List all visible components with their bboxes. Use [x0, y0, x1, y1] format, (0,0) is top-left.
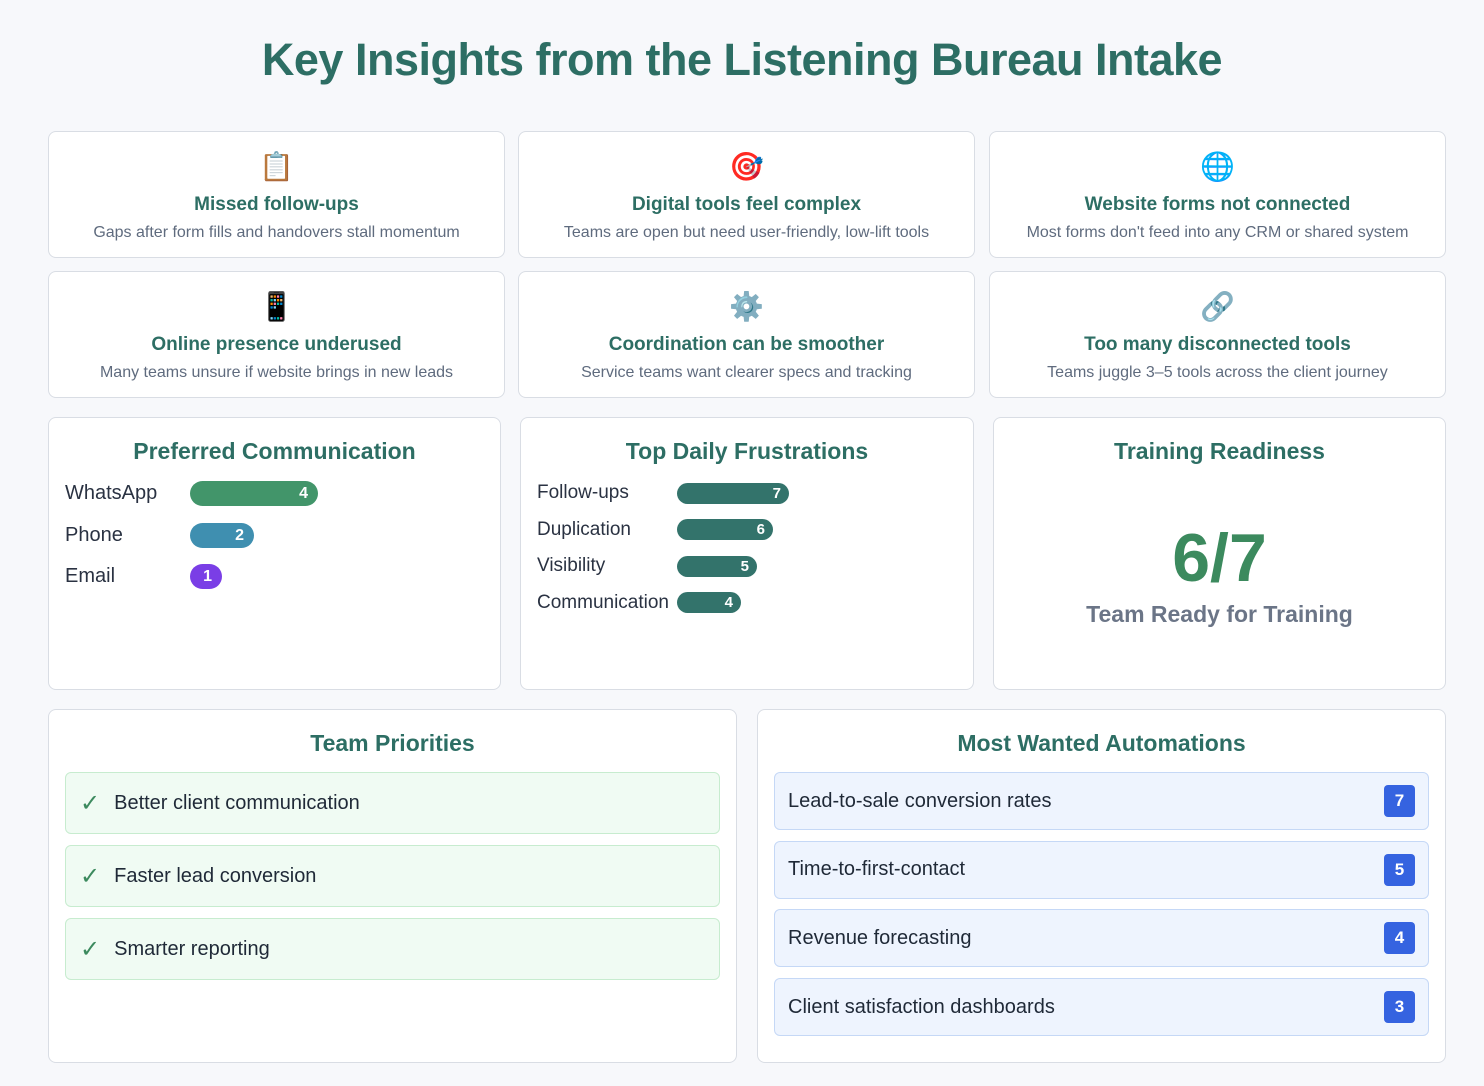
- bar-label: Communication: [537, 591, 669, 613]
- bar-label: WhatsApp: [65, 482, 158, 504]
- insight-text: Teams juggle 3–5 tools across the client…: [1047, 364, 1388, 381]
- priority-item: ✓ Better client communication: [65, 772, 720, 834]
- insight-text: Most forms don't feed into any CRM or sh…: [1026, 224, 1409, 241]
- bar-label: Duplication: [537, 518, 631, 540]
- bar-row: Duplication 6: [537, 519, 773, 541]
- bar-row: Visibility 5: [537, 555, 757, 577]
- count-badge: 5: [1384, 853, 1415, 886]
- insight-title: Digital tools feel complex: [631, 194, 862, 215]
- bar-row: Follow-ups 7: [537, 482, 789, 504]
- insight-card: 🎯 Digital tools feel complex Teams are o…: [518, 131, 975, 258]
- bar: 2: [190, 522, 254, 548]
- insight-title: Too many disconnected tools: [1084, 334, 1351, 355]
- team-priorities-card: Team Priorities ✓ Better client communic…: [48, 709, 737, 1063]
- automation-item: Lead-to-sale conversion rates 7: [774, 772, 1429, 830]
- gear-icon: ⚙️: [729, 291, 764, 322]
- target-icon: 🎯: [729, 151, 764, 182]
- bar-label: Follow-ups: [537, 482, 629, 503]
- insight-title: Missed follow-ups: [194, 194, 359, 215]
- bar-label: Email: [65, 565, 116, 587]
- automation-item: Revenue forecasting 4: [774, 909, 1429, 968]
- card-title: Most Wanted Automations: [957, 730, 1246, 756]
- check-icon: ✓: [80, 935, 101, 963]
- insight-title: Coordination can be smoother: [608, 334, 885, 355]
- bar-row: Email 1: [65, 564, 222, 589]
- globe-icon: 🌐: [1200, 151, 1235, 182]
- automation-label: Time-to-first-contact: [788, 858, 966, 881]
- insight-card: 📱 Online presence underused Many teams u…: [48, 271, 505, 398]
- bar-row: Communication 4: [537, 592, 741, 614]
- preferred-communication-card: Preferred Communication WhatsApp 4 Phone…: [48, 417, 501, 690]
- training-label: Team Ready for Training: [1086, 601, 1353, 627]
- count-badge: 7: [1384, 785, 1415, 817]
- count-badge: 4: [1384, 922, 1415, 955]
- priority-item: ✓ Faster lead conversion: [65, 845, 720, 907]
- link-icon: 🔗: [1200, 291, 1235, 322]
- bar: 5: [677, 555, 757, 577]
- insight-card: ⚙️ Coordination can be smoother Service …: [518, 271, 975, 398]
- automation-label: Revenue forecasting: [788, 926, 972, 949]
- priority-label: Smarter reporting: [114, 937, 270, 960]
- insight-card: 🌐 Website forms not connected Most forms…: [989, 131, 1446, 258]
- insight-title: Website forms not connected: [1084, 194, 1351, 215]
- insight-text: Gaps after form fills and handovers stal…: [93, 224, 460, 241]
- card-title: Top Daily Frustrations: [625, 438, 869, 464]
- automation-item: Client satisfaction dashboards 3: [774, 978, 1429, 1037]
- automation-label: Lead-to-sale conversion rates: [788, 789, 1052, 812]
- check-icon: ✓: [80, 789, 101, 817]
- bar-row: Phone 2: [65, 522, 254, 548]
- automation-item: Time-to-first-contact 5: [774, 840, 1429, 899]
- bar-label: Visibility: [537, 555, 606, 576]
- bar: 1: [190, 564, 222, 589]
- card-title: Training Readiness: [1114, 438, 1325, 464]
- clipboard-icon: 📋: [259, 151, 294, 182]
- frustrations-card: Top Daily Frustrations Follow-ups 7 Dupl…: [520, 417, 974, 690]
- count-badge: 3: [1384, 991, 1415, 1024]
- priority-label: Better client communication: [114, 791, 360, 814]
- bar: 4: [190, 481, 318, 506]
- automation-label: Client satisfaction dashboards: [788, 995, 1055, 1018]
- training-readiness-card: Training Readiness 6/7 Team Ready for Tr…: [993, 417, 1446, 690]
- page-title: Key Insights from the Listening Bureau I…: [261, 34, 1223, 85]
- card-title: Preferred Communication: [133, 438, 416, 464]
- insight-text: Teams are open but need user-friendly, l…: [563, 224, 930, 241]
- insight-card: 🔗 Too many disconnected tools Teams jugg…: [989, 271, 1446, 398]
- insight-text: Service teams want clearer specs and tra…: [581, 364, 912, 381]
- bar: 4: [677, 592, 741, 613]
- priority-label: Faster lead conversion: [114, 864, 317, 887]
- insight-text: Many teams unsure if website brings in n…: [99, 364, 454, 381]
- check-icon: ✓: [80, 862, 101, 890]
- insight-title: Online presence underused: [151, 334, 402, 355]
- bar-label: Phone: [65, 523, 123, 546]
- card-title: Team Priorities: [310, 730, 475, 756]
- bar: 6: [677, 519, 773, 540]
- automations-card: Most Wanted Automations Lead-to-sale con…: [757, 709, 1446, 1063]
- bar-row: WhatsApp 4: [65, 481, 318, 506]
- phone-icon: 📱: [259, 291, 294, 322]
- insight-card: 📋 Missed follow-ups Gaps after form fill…: [48, 131, 505, 258]
- bar: 7: [677, 482, 789, 504]
- priority-item: ✓ Smarter reporting: [65, 918, 720, 980]
- training-value: 6/7: [1172, 520, 1267, 596]
